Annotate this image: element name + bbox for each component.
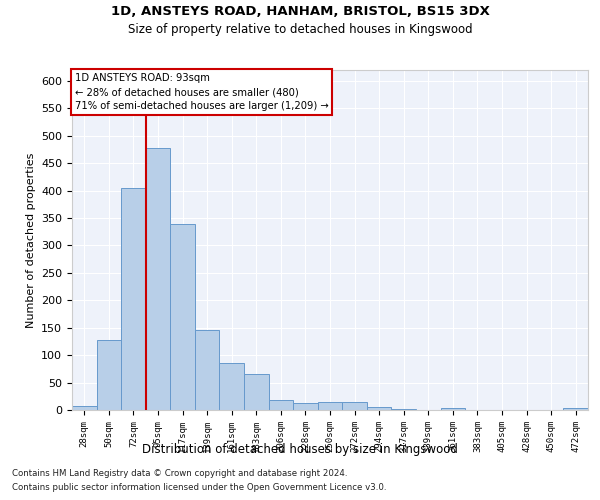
Text: 1D, ANSTEYS ROAD, HANHAM, BRISTOL, BS15 3DX: 1D, ANSTEYS ROAD, HANHAM, BRISTOL, BS15 … [110,5,490,18]
Bar [563,408,588,410]
Bar [146,148,170,410]
Bar [293,404,318,410]
Text: 1D ANSTEYS ROAD: 93sqm
← 28% of detached houses are smaller (480)
71% of semi-de: 1D ANSTEYS ROAD: 93sqm ← 28% of detached… [74,74,328,112]
Bar [195,330,220,410]
Y-axis label: Number of detached properties: Number of detached properties [26,152,35,328]
Bar [244,374,269,410]
Bar [367,406,391,410]
Text: Contains public sector information licensed under the Open Government Licence v3: Contains public sector information licen… [12,484,386,492]
Bar [269,400,293,410]
Bar [342,402,367,410]
Bar [97,340,121,410]
Bar [170,224,195,410]
Text: Contains HM Land Registry data © Crown copyright and database right 2024.: Contains HM Land Registry data © Crown c… [12,468,347,477]
Bar [318,402,342,410]
Bar [72,406,97,410]
Text: Size of property relative to detached houses in Kingswood: Size of property relative to detached ho… [128,22,472,36]
Bar [121,188,146,410]
Bar [440,408,465,410]
Text: Distribution of detached houses by size in Kingswood: Distribution of detached houses by size … [142,442,458,456]
Bar [391,409,416,410]
Bar [220,364,244,410]
